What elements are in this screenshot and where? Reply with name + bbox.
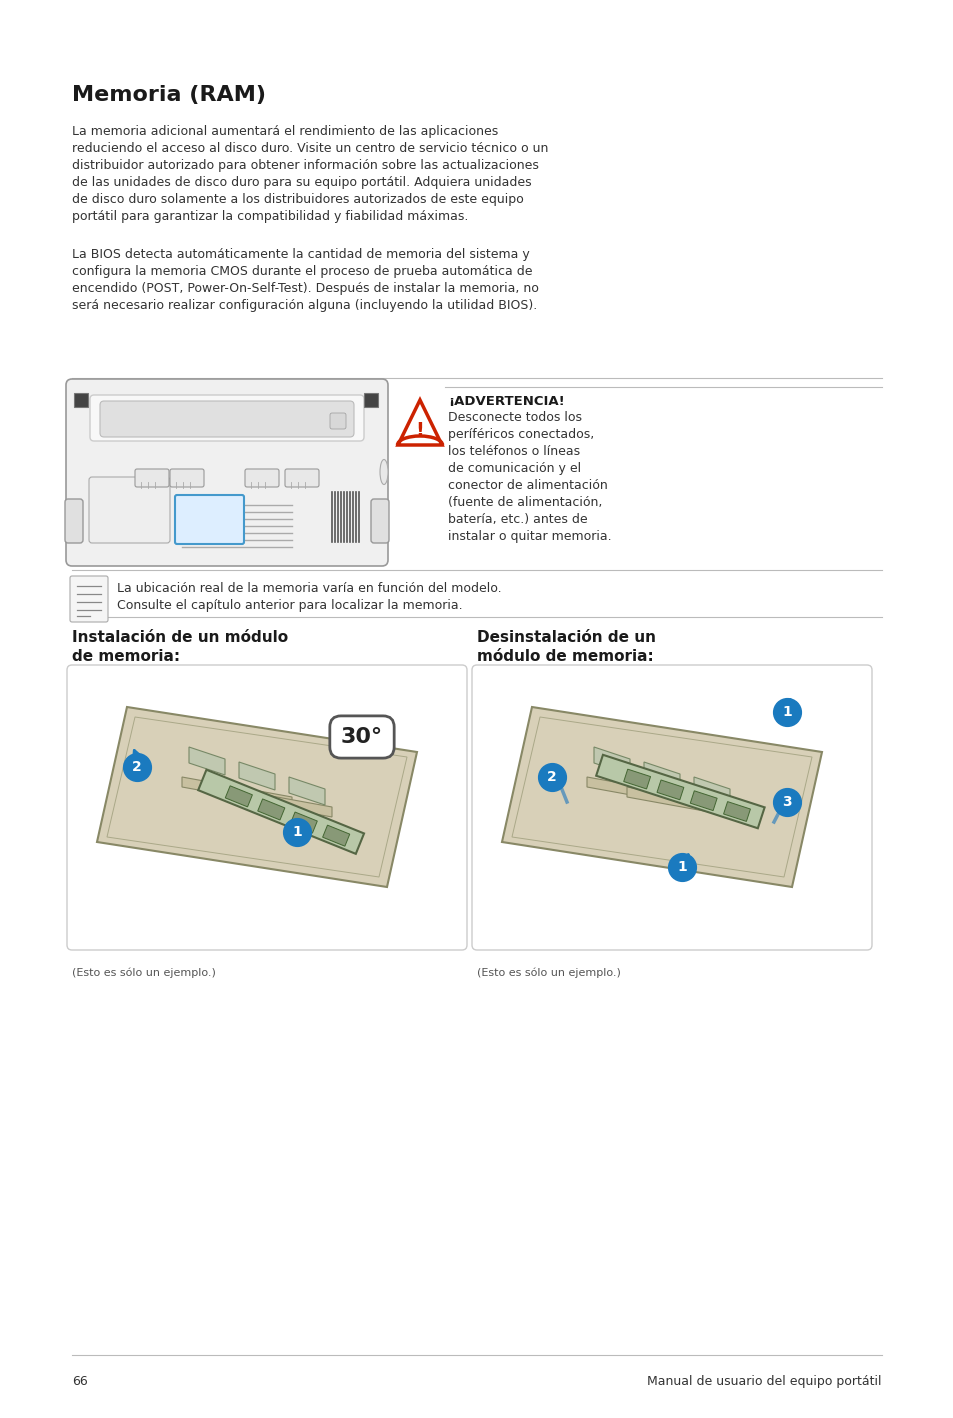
Polygon shape (322, 825, 350, 847)
Text: 66: 66 (71, 1375, 88, 1388)
Bar (364, 393, 377, 407)
Polygon shape (239, 761, 274, 790)
FancyBboxPatch shape (70, 576, 108, 623)
FancyBboxPatch shape (135, 469, 169, 486)
Polygon shape (97, 708, 416, 888)
Text: ¡ADVERTENCIA!: ¡ADVERTENCIA! (448, 396, 564, 408)
Polygon shape (643, 761, 679, 790)
Polygon shape (693, 777, 729, 805)
Polygon shape (225, 786, 253, 807)
FancyBboxPatch shape (245, 469, 278, 486)
FancyBboxPatch shape (472, 665, 871, 950)
Text: La ubicación real de la memoria varía en función del modelo.
Consulte el capítul: La ubicación real de la memoria varía en… (117, 581, 501, 613)
Text: Manual de usuario del equipo portátil: Manual de usuario del equipo portátil (647, 1375, 882, 1388)
Polygon shape (189, 747, 225, 776)
Text: 1: 1 (781, 705, 791, 719)
Polygon shape (257, 798, 285, 820)
Polygon shape (501, 708, 821, 888)
Polygon shape (198, 770, 364, 854)
Polygon shape (222, 787, 332, 817)
FancyBboxPatch shape (371, 499, 389, 543)
FancyBboxPatch shape (100, 401, 354, 437)
Polygon shape (290, 813, 317, 834)
FancyBboxPatch shape (66, 379, 388, 566)
FancyBboxPatch shape (330, 413, 346, 430)
Bar (74, 393, 88, 407)
Text: (Esto es sólo un ejemplo.): (Esto es sólo un ejemplo.) (71, 967, 215, 977)
Text: 2: 2 (132, 760, 142, 774)
FancyBboxPatch shape (90, 396, 364, 441)
Text: Memoria (RAM): Memoria (RAM) (71, 85, 266, 105)
Text: 30°: 30° (340, 727, 383, 747)
Polygon shape (623, 769, 650, 788)
Polygon shape (722, 801, 750, 821)
FancyBboxPatch shape (67, 665, 467, 950)
FancyBboxPatch shape (170, 469, 204, 486)
Ellipse shape (379, 459, 388, 485)
Polygon shape (182, 777, 292, 807)
Polygon shape (690, 791, 717, 811)
Text: Desinstalación de un
módulo de memoria:: Desinstalación de un módulo de memoria: (476, 630, 656, 664)
Text: La BIOS detecta automáticamente la cantidad de memoria del sistema y
configura l: La BIOS detecta automáticamente la canti… (71, 248, 538, 312)
Polygon shape (596, 754, 764, 828)
FancyBboxPatch shape (89, 476, 170, 543)
FancyBboxPatch shape (285, 469, 318, 486)
Text: 2: 2 (547, 770, 557, 784)
Polygon shape (626, 787, 737, 817)
Polygon shape (289, 777, 325, 805)
Text: 3: 3 (781, 795, 791, 810)
Text: 1: 1 (677, 859, 686, 873)
Text: La memoria adicional aumentará el rendimiento de las aplicaciones
reduciendo el : La memoria adicional aumentará el rendim… (71, 125, 548, 223)
Polygon shape (594, 747, 629, 776)
Text: Desconecte todos los
períféricos conectados,
los teléfonos o líneas
de comunicac: Desconecte todos los períféricos conecta… (448, 411, 611, 543)
Text: 1: 1 (292, 825, 301, 839)
FancyBboxPatch shape (174, 495, 244, 545)
Text: (Esto es sólo un ejemplo.): (Esto es sólo un ejemplo.) (476, 967, 620, 977)
FancyBboxPatch shape (65, 499, 83, 543)
Polygon shape (657, 780, 683, 800)
Polygon shape (586, 777, 697, 807)
Text: !: ! (416, 421, 424, 440)
Text: Instalación de un módulo
de memoria:: Instalación de un módulo de memoria: (71, 630, 288, 664)
